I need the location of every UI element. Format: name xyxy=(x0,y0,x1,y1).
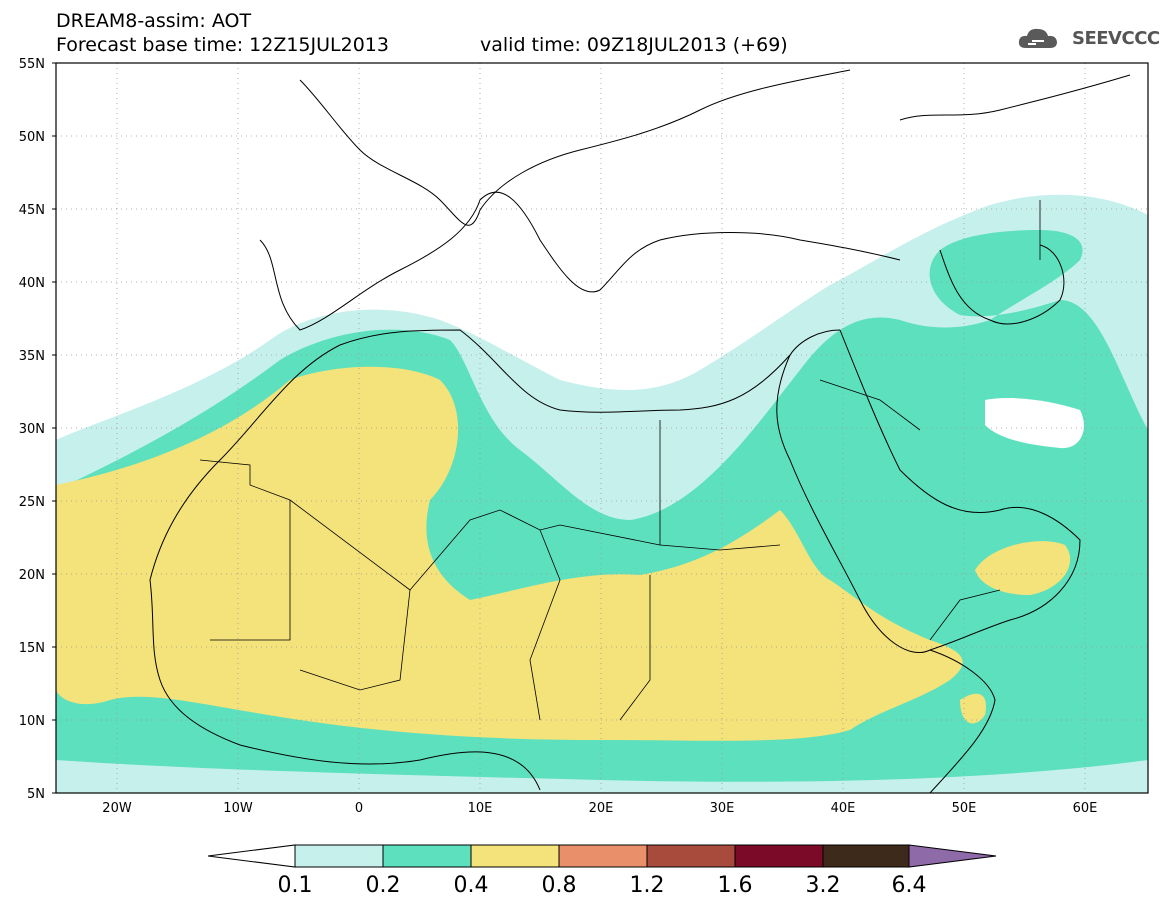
lon-label: 40E xyxy=(831,801,856,816)
colorbar-high-arrow xyxy=(908,844,997,868)
valid-time: valid time: 09Z18JUL2013 (+69) xyxy=(480,34,788,56)
colorbar-swatch xyxy=(734,844,824,868)
colorbar xyxy=(207,844,997,868)
lon-label: 30E xyxy=(710,801,735,816)
colorbar-swatch xyxy=(822,844,910,868)
graticule xyxy=(56,63,1148,793)
lon-label: 10W xyxy=(223,801,253,816)
colorbar-swatch xyxy=(382,844,472,868)
colorbar-swatch xyxy=(646,844,736,868)
lon-label: 60E xyxy=(1073,801,1098,816)
colorbar-swatch xyxy=(558,844,648,868)
colorbar-label: 0.8 xyxy=(542,873,577,898)
colorbar-label: 1.6 xyxy=(718,873,753,898)
aot-band-0.4-somalia xyxy=(960,693,986,724)
colorbar-label: 0.4 xyxy=(454,873,489,898)
lat-label: 15N xyxy=(19,641,45,656)
colorbar-labels: 0.1 0.2 0.4 0.8 1.2 1.6 3.2 6.4 xyxy=(278,873,927,898)
lon-label: 10E xyxy=(468,801,493,816)
model-title: DREAM8-assim: AOT xyxy=(56,10,252,32)
colorbar-label: 3.2 xyxy=(806,873,841,898)
longitude-labels: 20W 10W 0 10E 20E 30E 40E 50E 60E xyxy=(102,801,1097,816)
lat-label: 10N xyxy=(19,714,45,729)
colorbar-label: 0.1 xyxy=(278,873,313,898)
aot-band-0.4 xyxy=(56,366,963,741)
colorbar-label: 6.4 xyxy=(892,873,927,898)
forecast-base-time: Forecast base time: 12Z15JUL2013 xyxy=(56,34,389,56)
latitude-ticks xyxy=(52,62,56,794)
colorbar-swatch xyxy=(294,844,384,868)
aot-band-0.4-oman xyxy=(975,541,1071,595)
aot-band-south xyxy=(56,760,1148,793)
lat-label: 25N xyxy=(19,495,45,510)
colorbar-swatch xyxy=(470,844,560,868)
lat-label: 40N xyxy=(19,276,45,291)
lon-label: 20W xyxy=(102,801,132,816)
coastlines xyxy=(149,69,1131,793)
lat-label: 20N xyxy=(19,568,45,583)
lon-label: 0 xyxy=(355,801,363,816)
lat-label: 45N xyxy=(19,203,45,218)
lat-label: 30N xyxy=(19,422,45,437)
lon-label: 50E xyxy=(952,801,977,816)
colorbar-label: 1.2 xyxy=(630,873,665,898)
colorbar-label: 0.2 xyxy=(366,873,401,898)
aot-shading xyxy=(56,194,1148,793)
aot-hole xyxy=(985,398,1084,449)
lat-label: 55N xyxy=(19,57,45,72)
latitude-labels: 55N 50N 45N 40N 35N 30N 25N 20N 15N 10N … xyxy=(19,57,45,802)
lon-label: 20E xyxy=(589,801,614,816)
logo-text: SEEVCCC xyxy=(1072,28,1160,49)
cloud-logo-icon xyxy=(1018,28,1057,48)
lat-label: 50N xyxy=(19,130,45,145)
borders xyxy=(199,200,1041,721)
lat-label: 35N xyxy=(19,349,45,364)
lat-label: 5N xyxy=(27,787,45,802)
colorbar-low-arrow xyxy=(207,844,296,868)
